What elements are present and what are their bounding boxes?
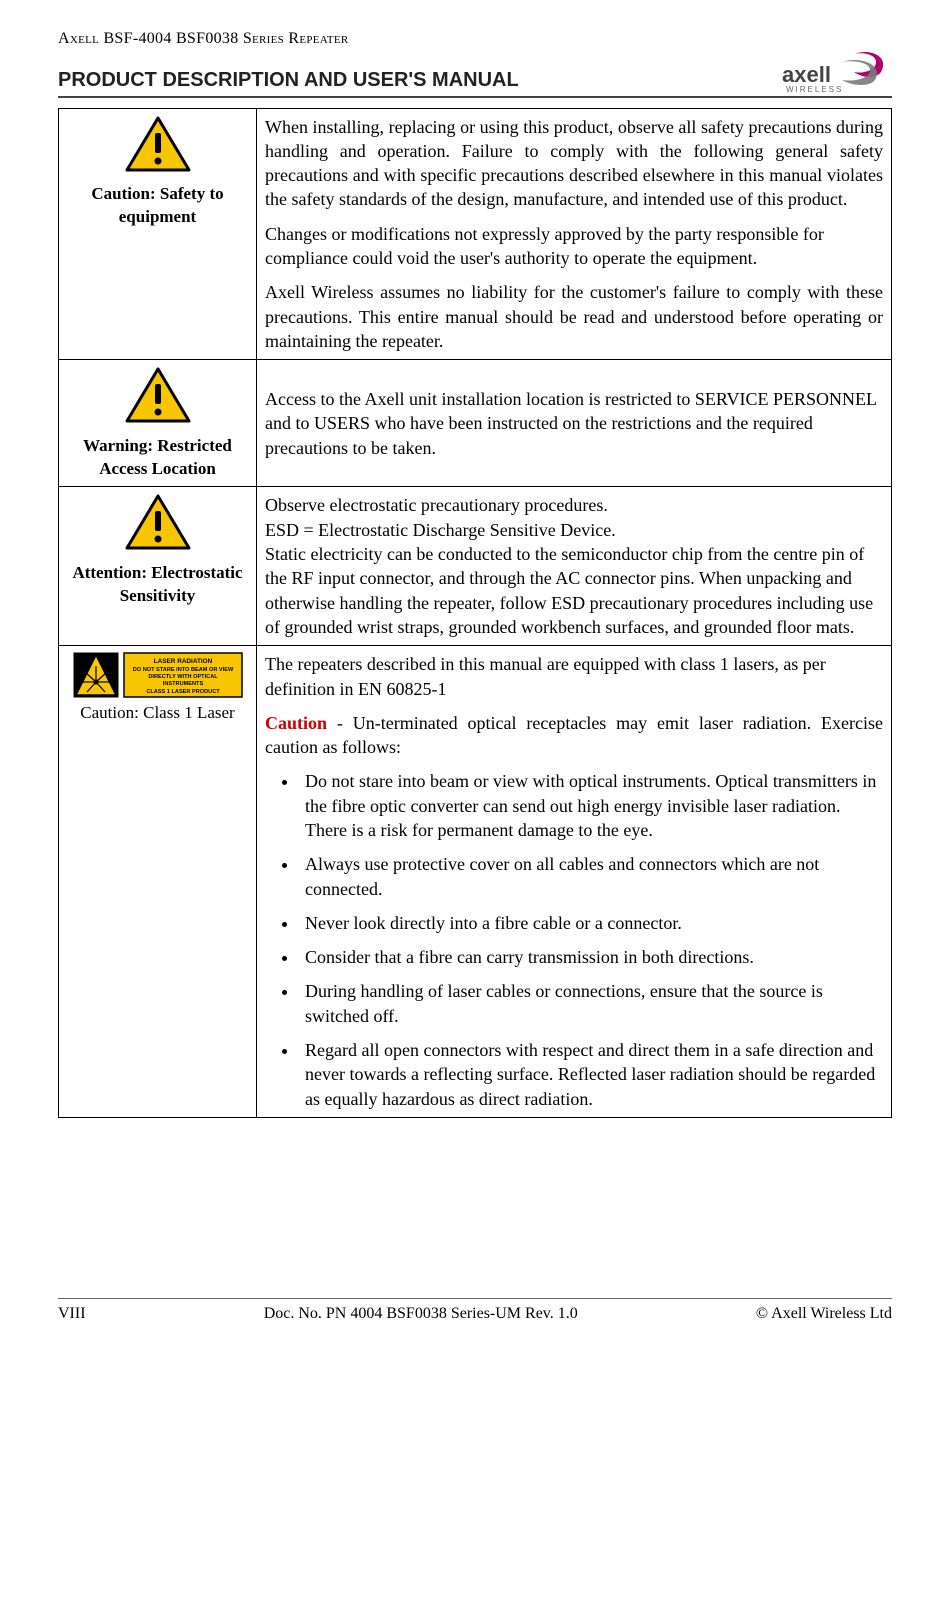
logo: axell WIRELESS — [782, 50, 892, 94]
logo-text: axell — [782, 62, 831, 87]
header-line: PRODUCT DESCRIPTION AND USER'S MANUAL ax… — [58, 50, 892, 98]
row0-p0: When installing, replacing or using this… — [265, 115, 883, 212]
row0-left: Caution: Safety to equipment — [59, 108, 257, 360]
warning-icon — [124, 366, 192, 424]
svg-text:DIRECTLY WITH OPTICAL: DIRECTLY WITH OPTICAL — [148, 674, 218, 680]
list-item: Do not stare into beam or view with opti… — [299, 769, 883, 842]
row0-caption: Caution: Safety to equipment — [67, 183, 248, 229]
footer-right: © Axell Wireless Ltd — [756, 1303, 892, 1325]
svg-text:CLASS 1 LASER PRODUCT: CLASS 1 LASER PRODUCT — [146, 689, 220, 695]
footer-center: Doc. No. PN 4004 BSF0038 Series-UM Rev. … — [264, 1303, 578, 1325]
logo-subtext: WIRELESS — [786, 85, 843, 94]
list-item: Never look directly into a fibre cable o… — [299, 911, 883, 935]
row1-body: Access to the Axell unit installation lo… — [257, 360, 892, 487]
laser-label-icon: LASER RADIATION DO NOT STARE INTO BEAM O… — [123, 652, 243, 698]
caution-lead: Caution — [265, 713, 327, 733]
row0-p2: Axell Wireless assumes no liability for … — [265, 280, 883, 353]
row3-bullets: Do not stare into beam or view with opti… — [265, 769, 883, 1111]
table-row: LASER RADIATION DO NOT STARE INTO BEAM O… — [59, 646, 892, 1118]
page-footer: VIII Doc. No. PN 4004 BSF0038 Series-UM … — [58, 1298, 892, 1325]
row3-intro: The repeaters described in this manual a… — [265, 652, 883, 701]
row2-caption: Attention: Electrostatic Sensitivity — [67, 562, 248, 608]
row0-body: When installing, replacing or using this… — [257, 108, 892, 360]
row3-caution: Caution - Un-terminated optical receptac… — [265, 711, 883, 760]
list-item: During handling of laser cables or conne… — [299, 979, 883, 1028]
row1-p0: Access to the Axell unit installation lo… — [265, 387, 883, 460]
svg-text:DO NOT STARE INTO BEAM OR VIEW: DO NOT STARE INTO BEAM OR VIEW — [132, 667, 233, 673]
row3-left: LASER RADIATION DO NOT STARE INTO BEAM O… — [59, 646, 257, 1118]
caution-rest: - Un-terminated optical receptacles may … — [265, 713, 883, 757]
table-row: Warning: Restricted Access Location Acce… — [59, 360, 892, 487]
warning-icon — [124, 493, 192, 551]
list-item: Consider that a fibre can carry transmis… — [299, 945, 883, 969]
row2-body: Observe electrostatic precautionary proc… — [257, 487, 892, 646]
warning-icon — [124, 115, 192, 173]
row3-body: The repeaters described in this manual a… — [257, 646, 892, 1118]
header-series: Axell BSF-4004 BSF0038 Series Repeater — [58, 28, 892, 50]
table-row: Attention: Electrostatic Sensitivity Obs… — [59, 487, 892, 646]
laser-starburst-icon — [73, 652, 119, 698]
laser-badges: LASER RADIATION DO NOT STARE INTO BEAM O… — [67, 652, 248, 698]
row2-left: Attention: Electrostatic Sensitivity — [59, 487, 257, 646]
axell-logo-icon: axell WIRELESS — [782, 50, 892, 94]
footer-left: VIII — [58, 1303, 86, 1325]
list-item: Always use protective cover on all cable… — [299, 852, 883, 901]
row1-left: Warning: Restricted Access Location — [59, 360, 257, 487]
svg-text:LASER RADIATION: LASER RADIATION — [153, 658, 212, 665]
row3-caption: Caution: Class 1 Laser — [67, 702, 248, 725]
row2-p0: Observe electrostatic precautionary proc… — [265, 493, 883, 639]
row0-p1: Changes or modifications not expressly a… — [265, 222, 883, 271]
warnings-table: Caution: Safety to equipment When instal… — [58, 108, 892, 1118]
row1-caption: Warning: Restricted Access Location — [67, 435, 248, 481]
table-row: Caution: Safety to equipment When instal… — [59, 108, 892, 360]
list-item: Regard all open connectors with respect … — [299, 1038, 883, 1111]
page-title: PRODUCT DESCRIPTION AND USER'S MANUAL — [58, 67, 519, 94]
svg-text:INSTRUMENTS: INSTRUMENTS — [162, 681, 203, 687]
